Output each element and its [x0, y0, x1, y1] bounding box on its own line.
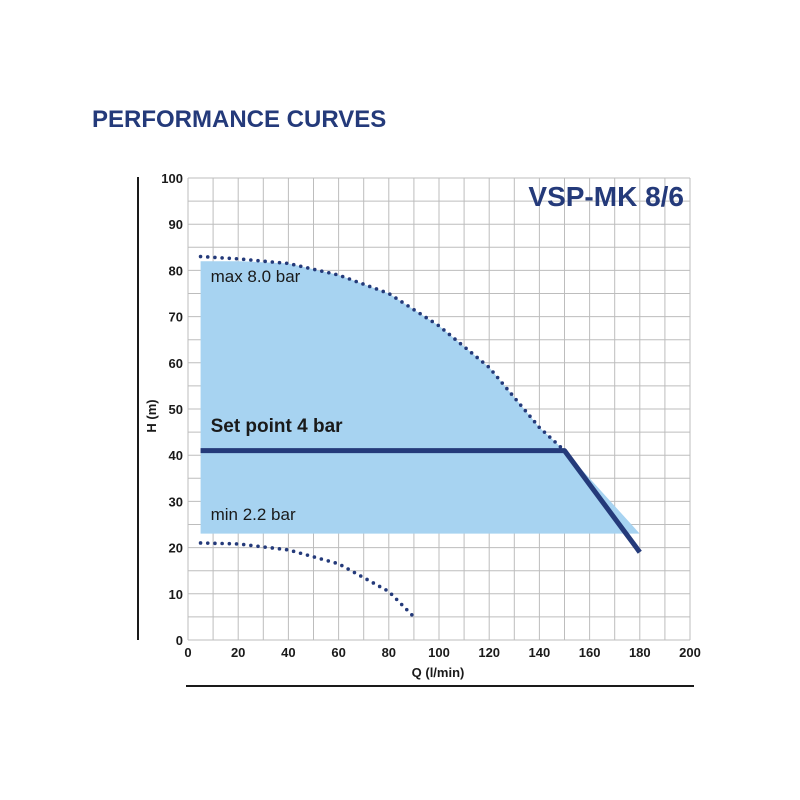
- y-tick-label: 40: [169, 448, 183, 463]
- y-axis-label: H (m): [144, 399, 159, 432]
- y-tick-label: 90: [169, 217, 183, 232]
- x-tick-label: 100: [428, 645, 450, 660]
- y-tick-label: 100: [161, 171, 183, 186]
- x-tick-label: 0: [184, 645, 191, 660]
- x-tick-label: 80: [382, 645, 396, 660]
- x-axis-label: Q (l/min): [412, 665, 465, 680]
- y-tick-label: 80: [169, 263, 183, 278]
- max-curve-line: [198, 254, 567, 453]
- y-tick-label: 70: [169, 310, 183, 325]
- chart-ticks: 0 20 40 60 80 100 120 140 160 180 200 0 10 20 30 40 50 60…: [161, 171, 701, 660]
- y-tick-label: 50: [169, 402, 183, 417]
- x-tick-label: 160: [579, 645, 601, 660]
- y-tick-label: 10: [169, 587, 183, 602]
- setpoint-line: [200, 448, 642, 554]
- setpoint-label: Set point 4 bar: [211, 416, 344, 437]
- x-tick-label: 40: [281, 645, 295, 660]
- x-tick-label: 120: [478, 645, 500, 660]
- min-pressure-label: min 2.2 bar: [211, 505, 296, 524]
- x-tick-label: 20: [231, 645, 245, 660]
- chart-title: VSP-MK 8/6: [528, 181, 684, 212]
- min-curve-line: [198, 541, 416, 619]
- y-tick-label: 0: [176, 633, 183, 648]
- y-tick-label: 60: [169, 356, 183, 371]
- chart-series: [198, 254, 642, 619]
- x-tick-label: 140: [529, 645, 551, 660]
- operating-band: [200, 261, 640, 534]
- y-tick-label: 20: [169, 541, 183, 556]
- y-tick-label: 30: [169, 494, 183, 509]
- x-tick-label: 200: [679, 645, 701, 660]
- chart-annotations: max 8.0 bar Set point 4 bar min 2.2 bar: [211, 267, 344, 524]
- max-pressure-label: max 8.0 bar: [211, 267, 301, 286]
- x-tick-label: 180: [629, 645, 651, 660]
- page-heading: PERFORMANCE CURVES: [92, 106, 387, 133]
- x-tick-label: 60: [331, 645, 345, 660]
